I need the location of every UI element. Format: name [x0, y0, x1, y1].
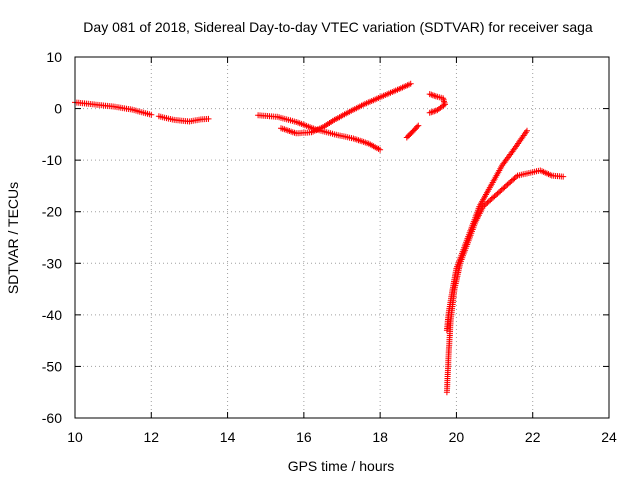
y-tick-label: -30: [42, 255, 62, 271]
x-tick-label: 10: [67, 429, 83, 445]
x-tick-label: 14: [220, 429, 236, 445]
y-tick-label: -50: [42, 358, 62, 374]
plot-frame: [74, 56, 610, 419]
data-point: [483, 201, 489, 207]
data-point: [205, 115, 212, 122]
grid: [75, 57, 609, 418]
y-tick-label: -10: [42, 152, 62, 168]
data-point: [414, 123, 421, 130]
data-point: [148, 111, 155, 118]
data-series-arc-7: [443, 167, 567, 396]
x-tick-label: 16: [296, 429, 312, 445]
data-points: [72, 80, 567, 396]
data-series-arc-3: [255, 112, 384, 153]
data-point: [507, 179, 514, 186]
data-point: [511, 175, 518, 182]
data-point: [487, 197, 494, 204]
x-tick-label: 22: [525, 429, 541, 445]
data-point: [524, 127, 530, 134]
y-tick-label: 10: [46, 49, 62, 65]
data-point: [503, 182, 509, 189]
data-point: [560, 173, 567, 180]
data-point: [426, 109, 433, 116]
data-point: [510, 176, 517, 183]
data-point: [501, 184, 508, 191]
y-tick-label: -40: [42, 307, 62, 323]
y-tick-label: -60: [42, 410, 62, 426]
data-point: [415, 122, 422, 129]
axis-ticks: 10 12 14 16 18 20 22 24 10 0 -10 -20 -30 -40 -50 -60: [42, 49, 617, 445]
chart-title: Day 081 of 2018, Sidereal Day-to-day VTE…: [83, 19, 593, 35]
data-point: [484, 199, 491, 206]
y-tick-label: 0: [54, 101, 62, 117]
x-axis-label: GPS time / hours: [288, 458, 395, 474]
data-series-arc-4: [278, 80, 414, 137]
data-series-arc-6: [426, 91, 448, 116]
data-point: [493, 192, 499, 198]
data-series-arc-8: [443, 127, 530, 334]
y-tick-label: -20: [42, 204, 62, 220]
data-series-arc-2: [155, 113, 212, 125]
data-series-arc-1: [72, 99, 155, 118]
data-point: [407, 80, 414, 87]
x-tick-label: 20: [449, 429, 465, 445]
data-point: [495, 189, 502, 196]
x-tick-label: 24: [601, 429, 617, 445]
data-point: [500, 185, 507, 192]
data-point: [497, 188, 504, 195]
data-point: [488, 195, 495, 202]
data-point: [377, 146, 384, 153]
x-tick-label: 12: [143, 429, 159, 445]
data-series-arc-5: [403, 122, 422, 141]
y-axis-label: SDTVAR / TECUs: [5, 182, 21, 294]
x-tick-label: 18: [372, 429, 388, 445]
